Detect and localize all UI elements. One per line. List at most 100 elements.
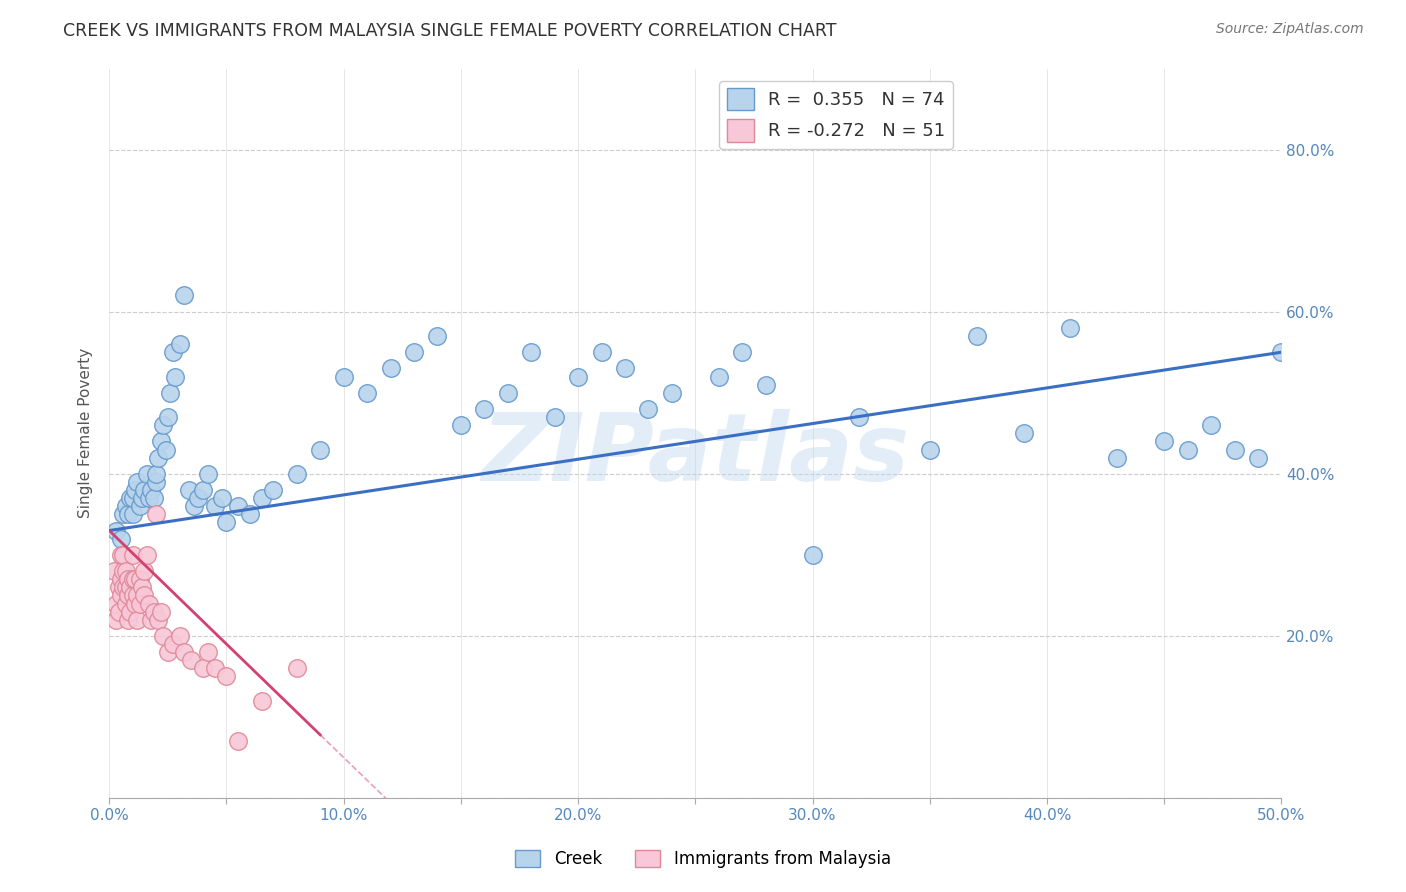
Point <box>121 589 143 603</box>
Point <box>135 467 157 481</box>
Point <box>156 410 179 425</box>
Point <box>226 734 249 748</box>
Text: ZIPatlas: ZIPatlas <box>481 409 910 501</box>
Point <box>707 369 730 384</box>
Point <box>148 613 170 627</box>
Point <box>1270 345 1292 359</box>
Point <box>215 516 238 530</box>
Point <box>131 580 153 594</box>
Point <box>105 524 128 538</box>
Point <box>169 337 191 351</box>
Legend: Creek, Immigrants from Malaysia: Creek, Immigrants from Malaysia <box>509 843 897 875</box>
Point <box>848 410 870 425</box>
Point <box>204 500 226 514</box>
Point <box>128 572 150 586</box>
Point <box>285 661 308 675</box>
Point <box>197 467 219 481</box>
Point <box>138 491 160 505</box>
Point <box>1107 450 1129 465</box>
Point <box>402 345 425 359</box>
Point <box>426 329 449 343</box>
Point <box>183 500 205 514</box>
Point <box>107 580 129 594</box>
Point <box>120 580 142 594</box>
Point <box>112 548 135 562</box>
Point <box>117 613 139 627</box>
Point <box>520 345 543 359</box>
Point <box>112 508 135 522</box>
Point <box>114 580 136 594</box>
Point <box>142 491 165 505</box>
Point <box>591 345 613 359</box>
Point <box>131 491 153 505</box>
Point <box>191 483 214 497</box>
Point <box>239 508 262 522</box>
Point <box>103 564 125 578</box>
Point <box>128 500 150 514</box>
Point <box>117 508 139 522</box>
Point <box>1177 442 1199 457</box>
Point <box>169 629 191 643</box>
Point <box>105 613 128 627</box>
Point <box>755 377 778 392</box>
Point <box>731 345 754 359</box>
Point <box>215 669 238 683</box>
Point <box>127 613 149 627</box>
Point <box>380 361 402 376</box>
Point <box>112 564 135 578</box>
Point <box>661 385 683 400</box>
Point <box>134 564 156 578</box>
Point <box>450 418 472 433</box>
Point <box>127 589 149 603</box>
Point <box>637 401 659 416</box>
Point <box>127 475 149 489</box>
Point <box>496 385 519 400</box>
Point <box>121 508 143 522</box>
Point <box>250 694 273 708</box>
Point <box>204 661 226 675</box>
Point <box>120 491 142 505</box>
Point <box>472 401 495 416</box>
Point <box>107 605 129 619</box>
Point <box>148 450 170 465</box>
Point <box>121 548 143 562</box>
Point <box>110 532 132 546</box>
Point <box>134 483 156 497</box>
Point <box>191 661 214 675</box>
Point <box>159 385 181 400</box>
Point <box>124 572 146 586</box>
Point <box>197 645 219 659</box>
Point <box>142 605 165 619</box>
Point <box>114 564 136 578</box>
Point <box>110 548 132 562</box>
Point <box>124 483 146 497</box>
Point <box>121 572 143 586</box>
Point <box>128 597 150 611</box>
Point <box>112 580 135 594</box>
Point <box>1012 426 1035 441</box>
Point <box>155 442 177 457</box>
Point <box>285 467 308 481</box>
Point <box>156 645 179 659</box>
Point <box>162 345 184 359</box>
Point <box>211 491 233 505</box>
Point <box>801 548 824 562</box>
Point <box>614 361 637 376</box>
Point <box>110 572 132 586</box>
Point <box>145 508 167 522</box>
Text: CREEK VS IMMIGRANTS FROM MALAYSIA SINGLE FEMALE POVERTY CORRELATION CHART: CREEK VS IMMIGRANTS FROM MALAYSIA SINGLE… <box>63 22 837 40</box>
Point <box>121 491 143 505</box>
Point <box>114 597 136 611</box>
Point <box>149 605 172 619</box>
Point <box>105 597 128 611</box>
Point <box>114 500 136 514</box>
Point <box>250 491 273 505</box>
Point <box>309 442 332 457</box>
Point <box>262 483 284 497</box>
Point <box>1153 434 1175 449</box>
Point <box>152 629 174 643</box>
Point <box>162 637 184 651</box>
Point <box>567 369 589 384</box>
Point <box>149 434 172 449</box>
Point <box>543 410 565 425</box>
